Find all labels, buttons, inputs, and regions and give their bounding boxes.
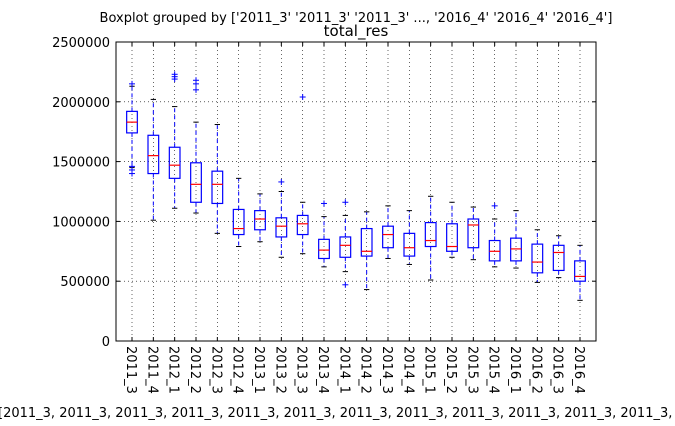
y-tick-label: 500000: [60, 275, 110, 290]
x-tick-label: 2012_1: [166, 346, 181, 394]
y-tick-label: 1000000: [52, 215, 110, 230]
y-tick-label: 2000000: [52, 96, 110, 111]
x-tick-label: 2013_4: [315, 346, 330, 394]
x-tick-label: 2013_3: [294, 346, 309, 394]
outlier-point: [278, 178, 285, 185]
box-2013_4: [318, 238, 330, 260]
outlier-point: [193, 86, 199, 93]
x-tick-label: 2014_3: [379, 346, 394, 394]
y-tick-label: 2500000: [52, 36, 110, 51]
x-tick-label: 2012_3: [208, 346, 223, 394]
x-axis-label: [2011_3, 2011_3, 2011_3, 2011_3, 2011_3,…: [0, 406, 675, 421]
box-2013_2: [275, 217, 288, 238]
x-tick-label: 2014_2: [358, 346, 373, 394]
box-2014_1: [339, 236, 352, 258]
box-2012_3: [211, 170, 224, 205]
box-2015_1: [424, 221, 437, 248]
x-tick-label: 2012_4: [230, 346, 245, 394]
outlier-point: [171, 71, 178, 78]
x-tick-label: 2016_1: [507, 346, 522, 394]
box-2012_4: [232, 208, 245, 236]
x-tick-label: 2011_4: [144, 346, 159, 394]
x-tick-label: 2012_2: [187, 346, 202, 394]
x-tick-label: 2015_4: [486, 346, 501, 394]
box-2011_4: [147, 134, 160, 175]
axis-layer: 0 500000 1000000 1500000 2000000 2500000 2011_…: [52, 36, 596, 394]
x-tick-label: 2016_3: [550, 346, 565, 394]
box-2014_3: [382, 225, 394, 249]
x-tick-label: 2015_3: [464, 346, 479, 394]
outlier-point: [193, 77, 199, 84]
x-tick-label: 2014_4: [400, 346, 415, 394]
box-2016_2: [531, 243, 544, 274]
x-tick-label: 2016_4: [571, 346, 586, 394]
box-2013_1: [254, 210, 266, 231]
y-tick-label: 0: [102, 335, 110, 350]
chart-title: total_res: [324, 22, 389, 41]
outlier-point: [321, 200, 327, 207]
outlier-point: [342, 199, 349, 206]
box-2013_3: [296, 214, 309, 236]
plot-frame: [115, 41, 597, 342]
box-2015_2: [446, 223, 458, 252]
box-2016_4: [574, 260, 586, 282]
x-tick-label: 2013_1: [251, 346, 266, 394]
outlier-point: [342, 281, 349, 288]
x-tick-label: 2015_2: [443, 346, 458, 394]
x-tick-label: 2014_1: [336, 346, 351, 394]
box-2014_4: [403, 232, 416, 257]
x-tick-label: 2013_2: [272, 346, 287, 394]
box-2014_2: [360, 227, 373, 257]
box-2016_3: [552, 244, 565, 272]
outlier-point: [129, 80, 135, 87]
grid-layer: [116, 42, 596, 341]
chart-suptitle: Boxplot grouped by ['2011_3' '2011_3' '2…: [100, 11, 613, 26]
x-tick-label: 2011_3: [123, 346, 138, 394]
outlier-point: [299, 94, 306, 101]
outlier-point: [129, 163, 135, 170]
box-2012_1: [168, 146, 181, 179]
x-tick-label: 2016_2: [528, 346, 543, 394]
box-2015_3: [467, 218, 480, 249]
outlier-point: [491, 202, 498, 209]
box-layer: [126, 71, 586, 301]
x-tick-label: 2015_1: [422, 346, 437, 394]
box-2012_2: [190, 162, 202, 203]
y-tick-label: 1500000: [52, 156, 110, 171]
